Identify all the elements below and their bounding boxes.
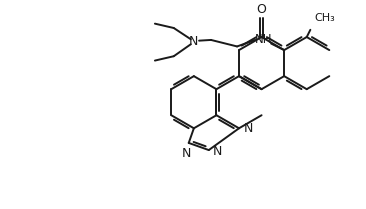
Text: N: N [189, 35, 198, 48]
Text: CH₃: CH₃ [315, 13, 336, 23]
Text: N: N [213, 145, 223, 158]
Text: N: N [244, 122, 253, 135]
Text: N: N [182, 147, 192, 160]
Text: O: O [257, 3, 266, 16]
Text: NH: NH [254, 33, 272, 46]
